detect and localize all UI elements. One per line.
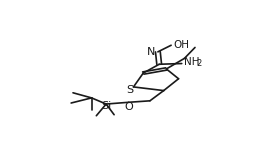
Text: O: O — [124, 102, 133, 112]
Text: S: S — [126, 85, 133, 95]
Text: NH: NH — [184, 57, 200, 67]
Text: OH: OH — [174, 39, 190, 49]
Text: N: N — [147, 47, 155, 57]
Text: Si: Si — [101, 101, 111, 111]
Text: 2: 2 — [196, 59, 202, 68]
